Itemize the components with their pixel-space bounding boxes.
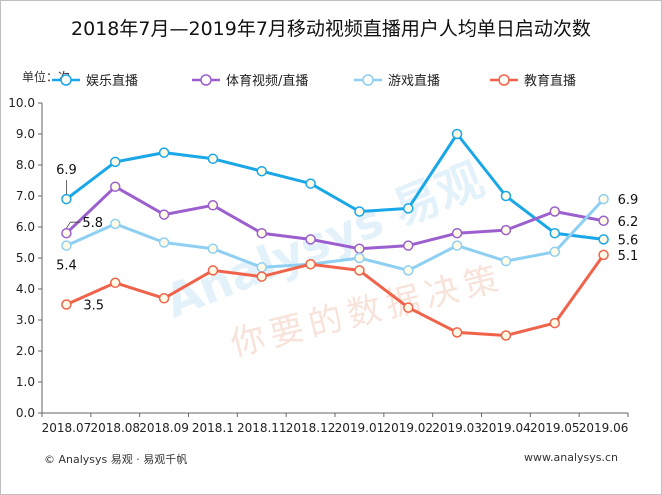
x-tick-label: 2019.01 — [335, 421, 385, 435]
data-point — [453, 328, 462, 337]
data-point — [208, 244, 217, 253]
data-point — [599, 195, 608, 204]
data-point — [257, 272, 266, 281]
data-label: 6.9 — [618, 193, 639, 208]
y-tick-label: 10.0 — [8, 96, 35, 110]
data-point — [404, 266, 413, 275]
data-point — [355, 207, 364, 216]
x-tick-label: 2019.02 — [383, 421, 433, 435]
data-point — [404, 204, 413, 213]
legend-swatch-marker — [201, 75, 211, 85]
data-point — [111, 219, 120, 228]
data-point — [257, 263, 266, 272]
x-tick-label: 2019.06 — [579, 421, 629, 435]
y-tick-label: 6.0 — [16, 220, 35, 234]
data-point — [355, 266, 364, 275]
y-tick-label: 3.0 — [16, 313, 35, 327]
x-tick-label: 2019.03 — [432, 421, 482, 435]
legend-swatch-marker — [61, 75, 71, 85]
data-point — [550, 229, 559, 238]
line-chart: Analysys 易观你要的数据决策 0.01.02.03.04.05.06.0… — [0, 0, 662, 495]
legend-item: 娱乐直播 — [52, 74, 138, 89]
data-label: 6.9 — [56, 163, 77, 178]
legend-label: 游戏直播 — [388, 74, 440, 89]
data-point — [160, 294, 169, 303]
x-tick-label: 2018.09 — [139, 421, 189, 435]
data-point — [160, 210, 169, 219]
legend: 娱乐直播 体育视频/直播 游戏直播 教育直播 — [52, 73, 576, 89]
data-point — [550, 319, 559, 328]
data-point — [404, 241, 413, 250]
data-point — [550, 207, 559, 216]
legend-label: 娱乐直播 — [86, 74, 138, 89]
data-point — [160, 148, 169, 157]
data-label: 5.1 — [618, 249, 639, 264]
y-tick-label: 9.0 — [16, 127, 35, 141]
data-point — [501, 257, 510, 266]
data-label: 3.5 — [83, 299, 104, 314]
y-tick-label: 1.0 — [16, 375, 35, 389]
legend-swatch-marker — [363, 75, 373, 85]
data-point — [501, 331, 510, 340]
data-point — [111, 278, 120, 287]
data-point — [111, 182, 120, 191]
legend-item: 体育视频/直播 — [192, 73, 308, 89]
data-point — [257, 229, 266, 238]
footer-copyright: © Analysys 易观 · 易观千帆 — [44, 451, 187, 467]
data-point — [208, 266, 217, 275]
legend-label: 教育直播 — [524, 73, 576, 89]
data-point — [160, 238, 169, 247]
data-point — [62, 241, 71, 250]
data-point — [306, 179, 315, 188]
legend-item: 教育直播 — [490, 73, 576, 89]
data-point — [355, 254, 364, 263]
data-point — [62, 300, 71, 309]
x-tick-label: 2019.04 — [481, 421, 531, 435]
y-tick-label: 4.0 — [16, 282, 35, 296]
y-tick-label: 0.0 — [16, 406, 35, 420]
data-point — [404, 303, 413, 312]
x-tick-label: 2018.11 — [237, 421, 287, 435]
x-tick-label: 2018.1 — [192, 421, 234, 435]
data-point — [453, 130, 462, 139]
data-point — [501, 192, 510, 201]
data-point — [599, 216, 608, 225]
data-label: 5.4 — [56, 259, 77, 274]
data-point — [111, 157, 120, 166]
data-point — [550, 247, 559, 256]
data-label: 6.2 — [618, 215, 639, 230]
data-point — [453, 241, 462, 250]
data-point — [306, 260, 315, 269]
data-point — [208, 201, 217, 210]
data-label: 5.6 — [618, 233, 639, 248]
footer-website: www.analysys.cn — [524, 451, 618, 464]
y-tick-label: 8.0 — [16, 158, 35, 172]
x-tick-label: 2018.07 — [42, 421, 92, 435]
y-tick-label: 2.0 — [16, 344, 35, 358]
legend-item: 游戏直播 — [354, 74, 440, 89]
data-point — [62, 195, 71, 204]
legend-label: 体育视频/直播 — [226, 73, 308, 89]
data-point — [453, 229, 462, 238]
data-point — [208, 154, 217, 163]
y-tick-label: 5.0 — [16, 251, 35, 265]
data-point — [306, 235, 315, 244]
data-label: 5.8 — [82, 216, 103, 231]
x-tick-label: 2019.05 — [530, 421, 580, 435]
x-tick-label: 2018.12 — [286, 421, 336, 435]
x-tick-label: 2018.08 — [90, 421, 140, 435]
data-point — [599, 250, 608, 259]
data-point — [501, 226, 510, 235]
data-point — [599, 235, 608, 244]
data-point — [355, 244, 364, 253]
legend-swatch-marker — [499, 75, 509, 85]
data-point — [62, 229, 71, 238]
data-point — [257, 167, 266, 176]
y-tick-label: 7.0 — [16, 189, 35, 203]
